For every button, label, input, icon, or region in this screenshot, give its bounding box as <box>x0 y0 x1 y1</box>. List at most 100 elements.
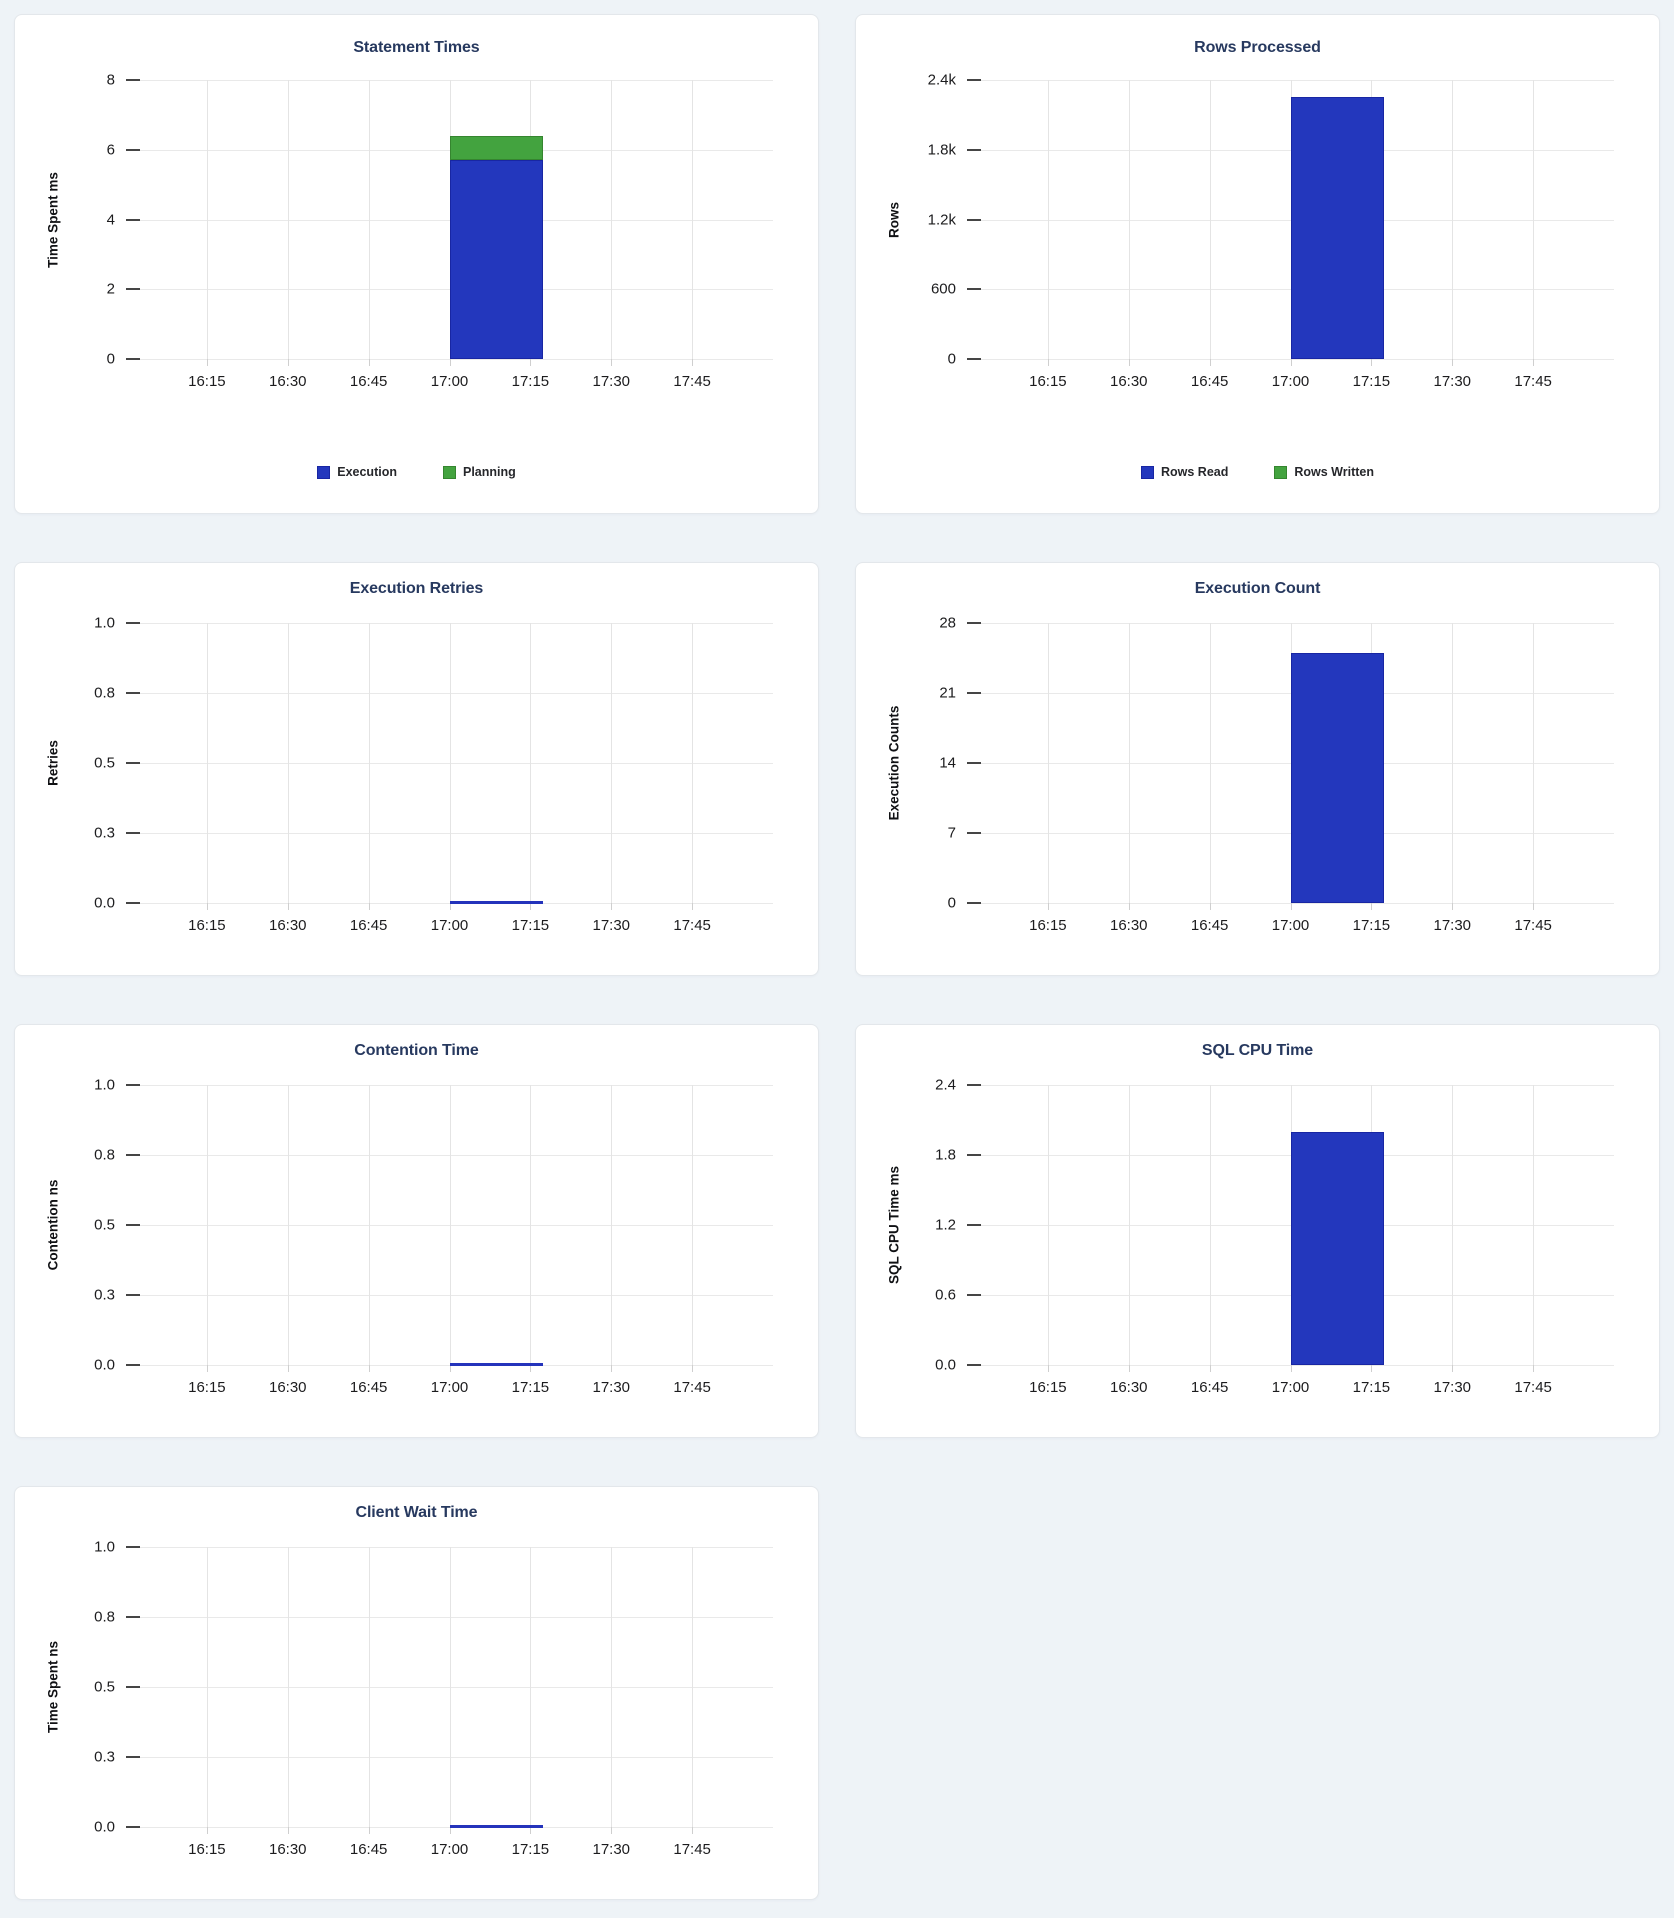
chart-card-client-wait-time: Client Wait Time 1.0 0.8 0.5 0.3 0.0 16:15 16:3… <box>14 1486 819 1900</box>
v-gridline <box>1209 623 1211 910</box>
x-tick-label: 17:45 <box>673 1379 711 1396</box>
y-tick-label: 600 <box>930 280 956 298</box>
v-gridline <box>368 1085 370 1372</box>
x-tick-label: 17:30 <box>1433 917 1472 934</box>
y-tick-label: 0.8 <box>94 1146 115 1164</box>
x-tick-label: 17:00 <box>430 917 469 934</box>
bar-planning <box>449 135 544 161</box>
x-tick-mark <box>1047 903 1049 910</box>
chart-title-row: Execution Retries <box>15 580 818 598</box>
x-tick-label: 16:15 <box>188 1379 226 1396</box>
v-gridline <box>530 1085 532 1372</box>
x-tick-mark <box>692 903 694 910</box>
v-gridline <box>1047 80 1049 366</box>
v-gridline <box>1047 1085 1049 1372</box>
x-tick-label: 17:15 <box>511 1841 550 1858</box>
v-gridline <box>530 80 532 366</box>
v-gridline <box>1209 1085 1211 1372</box>
v-gridline <box>611 1547 613 1834</box>
x-tick-label: 16:30 <box>1109 373 1148 390</box>
chart-legend: Rows Read Rows Written <box>856 465 1659 479</box>
x-tick-mark <box>1128 1365 1130 1372</box>
y-tick-label: 14 <box>939 754 956 772</box>
y-tick-mark <box>126 358 140 360</box>
chart-card-execution-retries: Execution Retries 1.0 0.8 0.5 0.3 0.0 16:15 16:… <box>14 562 819 976</box>
v-gridline <box>287 623 289 910</box>
plot-area: 2.4 1.8 1.2 0.6 0.0 16:15 16:30 16:45 17:00 17:15… <box>887 1077 1614 1396</box>
y-tick-mark <box>126 1084 140 1086</box>
y-tick-mark <box>126 622 140 624</box>
x-tick-mark <box>449 1827 451 1834</box>
x-tick-mark <box>368 1365 370 1372</box>
x-tick-mark <box>206 1365 208 1372</box>
x-tick-mark <box>611 903 613 910</box>
y-tick-mark <box>126 288 140 291</box>
y-tick-label: 0.5 <box>94 754 115 772</box>
x-tick-label: 16:30 <box>268 1841 307 1858</box>
v-gridline <box>287 1547 289 1834</box>
v-gridline <box>1047 623 1049 910</box>
x-tick-mark <box>1209 359 1211 366</box>
x-tick-label: 16:45 <box>1190 917 1229 934</box>
v-gridline <box>206 1085 208 1372</box>
plot-area: 28 21 14 7 0 16:15 16:30 16:45 17:00 17:15 17:30 17… <box>887 615 1614 934</box>
chart-title-contention-time: Contention Time <box>354 1042 479 1059</box>
x-tick-label: 16:30 <box>1109 917 1148 934</box>
x-tick-label: 17:30 <box>592 917 631 934</box>
y-tick-mark <box>126 692 140 694</box>
x-tick-mark <box>1452 359 1454 366</box>
x-tick-label: 16:15 <box>1029 1379 1067 1396</box>
x-tick-label: 16:15 <box>188 373 226 390</box>
y-tick-mark <box>967 1154 981 1156</box>
y-tick-label: 0 <box>106 350 115 368</box>
x-tick-mark <box>1371 359 1373 366</box>
y-tick-label: 7 <box>947 824 956 842</box>
x-tick-mark <box>530 1827 532 1834</box>
chart-card-contention-time: Contention Time 1.0 0.8 0.5 0.3 0.0 16:15 16:30… <box>14 1024 819 1438</box>
y-tick-mark <box>126 1294 140 1296</box>
legend-item: Planning <box>442 465 516 479</box>
x-tick-label: 16:45 <box>349 373 388 390</box>
plot-area: 1.0 0.8 0.5 0.3 0.0 16:15 16:30 16:45 17:00 17:15… <box>46 1539 773 1858</box>
x-tick-label: 17:45 <box>673 1841 711 1858</box>
y-tick-label: 0.0 <box>94 894 115 912</box>
y-tick-mark <box>967 1084 981 1086</box>
y-tick-label: 2.4k <box>927 71 956 89</box>
bar-rows-read <box>1290 97 1385 359</box>
y-tick-label: 1.0 <box>94 614 115 632</box>
y-tick-mark <box>967 288 981 291</box>
bar-execution-count <box>1290 653 1385 903</box>
zero-value-line <box>449 901 544 904</box>
y-tick-label: 0.0 <box>935 1356 956 1374</box>
y-tick-mark <box>126 1364 140 1366</box>
v-gridline <box>1533 80 1535 366</box>
y-tick-mark <box>126 148 140 151</box>
x-tick-mark <box>1209 1365 1211 1372</box>
chart-title-sql-cpu-time: SQL CPU Time <box>1201 1042 1314 1059</box>
zero-value-line <box>449 1363 544 1366</box>
y-tick-label: 0.0 <box>94 1818 115 1836</box>
legend-swatch <box>317 465 331 479</box>
chart-card-execution-count: Execution Count 28 21 14 7 0 16:15 16:30 16:45 17… <box>855 562 1660 976</box>
chart-title-row: Statement Times <box>15 39 818 57</box>
x-tick-mark <box>1371 1365 1373 1372</box>
x-tick-mark <box>287 1365 289 1372</box>
x-tick-mark <box>449 359 451 366</box>
bar-execution <box>449 160 544 359</box>
x-tick-mark <box>206 903 208 910</box>
plot-area: 1.0 0.8 0.5 0.3 0.0 16:15 16:30 16:45 17:00 17:15… <box>46 615 773 934</box>
x-tick-label: 17:30 <box>592 373 631 390</box>
x-tick-mark <box>1128 359 1130 366</box>
x-tick-label: 16:30 <box>268 917 307 934</box>
y-tick-mark <box>126 1826 140 1828</box>
x-tick-mark <box>530 903 532 910</box>
legend-swatch <box>442 465 456 479</box>
v-gridline <box>368 80 370 366</box>
chart-card-rows-processed: Rows Processed 2.4k 1.8k 1.2k 600 0 16:15 16:30… <box>855 14 1660 514</box>
y-tick-label: 1.8 <box>935 1146 956 1164</box>
chart-title-statement-times: Statement Times <box>353 39 480 56</box>
x-tick-mark <box>449 1365 451 1372</box>
y-tick-label: 21 <box>939 684 956 702</box>
